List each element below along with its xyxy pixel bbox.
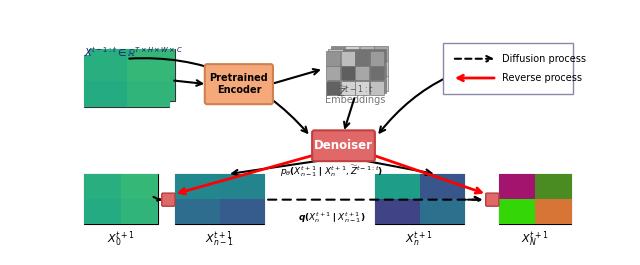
FancyBboxPatch shape — [162, 193, 175, 206]
Text: $X^{t+1}_{N}$: $X^{t+1}_{N}$ — [521, 229, 548, 249]
Bar — [343, 49, 357, 63]
Bar — [372, 64, 386, 78]
Bar — [345, 76, 360, 91]
Bar — [331, 76, 345, 91]
Bar — [360, 76, 374, 91]
Text: Embeddings: Embeddings — [325, 95, 385, 105]
Text: Denoiser: Denoiser — [314, 139, 373, 152]
Text: Reverse process: Reverse process — [502, 73, 582, 83]
Bar — [343, 64, 357, 78]
Bar — [340, 81, 355, 95]
Bar — [331, 61, 345, 76]
Bar — [328, 49, 342, 63]
Text: $X^{t+1}_{n}$: $X^{t+1}_{n}$ — [405, 229, 433, 249]
Bar — [90, 49, 175, 101]
Text: $\widetilde{Z}^{t-1:t}$: $\widetilde{Z}^{t-1:t}$ — [337, 83, 373, 99]
Bar — [374, 61, 388, 76]
Bar — [360, 61, 374, 76]
Bar — [360, 46, 374, 61]
Text: $X^{t+1}_{n-1}$: $X^{t+1}_{n-1}$ — [205, 229, 234, 249]
Bar — [84, 174, 157, 224]
FancyBboxPatch shape — [444, 43, 573, 94]
Bar — [374, 76, 388, 91]
Bar — [343, 78, 357, 93]
Bar — [355, 66, 369, 81]
Text: $X^{t-1:t} \in \mathbb{R}^{T\times H\times W\times C}$: $X^{t-1:t} \in \mathbb{R}^{T\times H\tim… — [84, 46, 182, 59]
Bar — [355, 81, 369, 95]
Bar — [326, 81, 340, 95]
Bar — [326, 66, 340, 81]
Bar — [328, 64, 342, 78]
Bar — [370, 51, 384, 65]
Bar — [358, 64, 372, 78]
Bar — [374, 46, 388, 61]
Bar — [345, 46, 360, 61]
Text: $X^{t+1}_{0}$: $X^{t+1}_{0}$ — [107, 229, 134, 249]
FancyBboxPatch shape — [486, 193, 499, 206]
Text: Diffusion process: Diffusion process — [502, 54, 586, 64]
Bar — [370, 81, 384, 95]
Bar — [331, 46, 345, 61]
Bar — [175, 174, 264, 224]
Bar — [328, 78, 342, 93]
Bar — [326, 51, 340, 65]
Bar — [84, 55, 169, 107]
Bar — [372, 78, 386, 93]
FancyBboxPatch shape — [205, 64, 273, 104]
Bar — [340, 66, 355, 81]
Bar — [499, 174, 571, 224]
Bar — [345, 61, 360, 76]
Bar — [372, 49, 386, 63]
Bar — [374, 174, 463, 224]
Text: Pretrained
Encoder: Pretrained Encoder — [209, 73, 268, 95]
Bar — [358, 78, 372, 93]
Bar — [370, 66, 384, 81]
FancyBboxPatch shape — [312, 130, 375, 161]
Bar — [358, 49, 372, 63]
Bar — [355, 51, 369, 65]
Bar — [340, 51, 355, 65]
Text: $\boldsymbol{q(X^{t+1}_{n} \mid X^{t+1}_{n-1})}$: $\boldsymbol{q(X^{t+1}_{n} \mid X^{t+1}_… — [298, 210, 365, 225]
Text: $\boldsymbol{p_{\theta}(X^{t+1}_{n-1} \mid X^{t+1}_{n}, \widetilde{Z}^{t-1:t})}$: $\boldsymbol{p_{\theta}(X^{t+1}_{n-1} \m… — [280, 163, 383, 179]
